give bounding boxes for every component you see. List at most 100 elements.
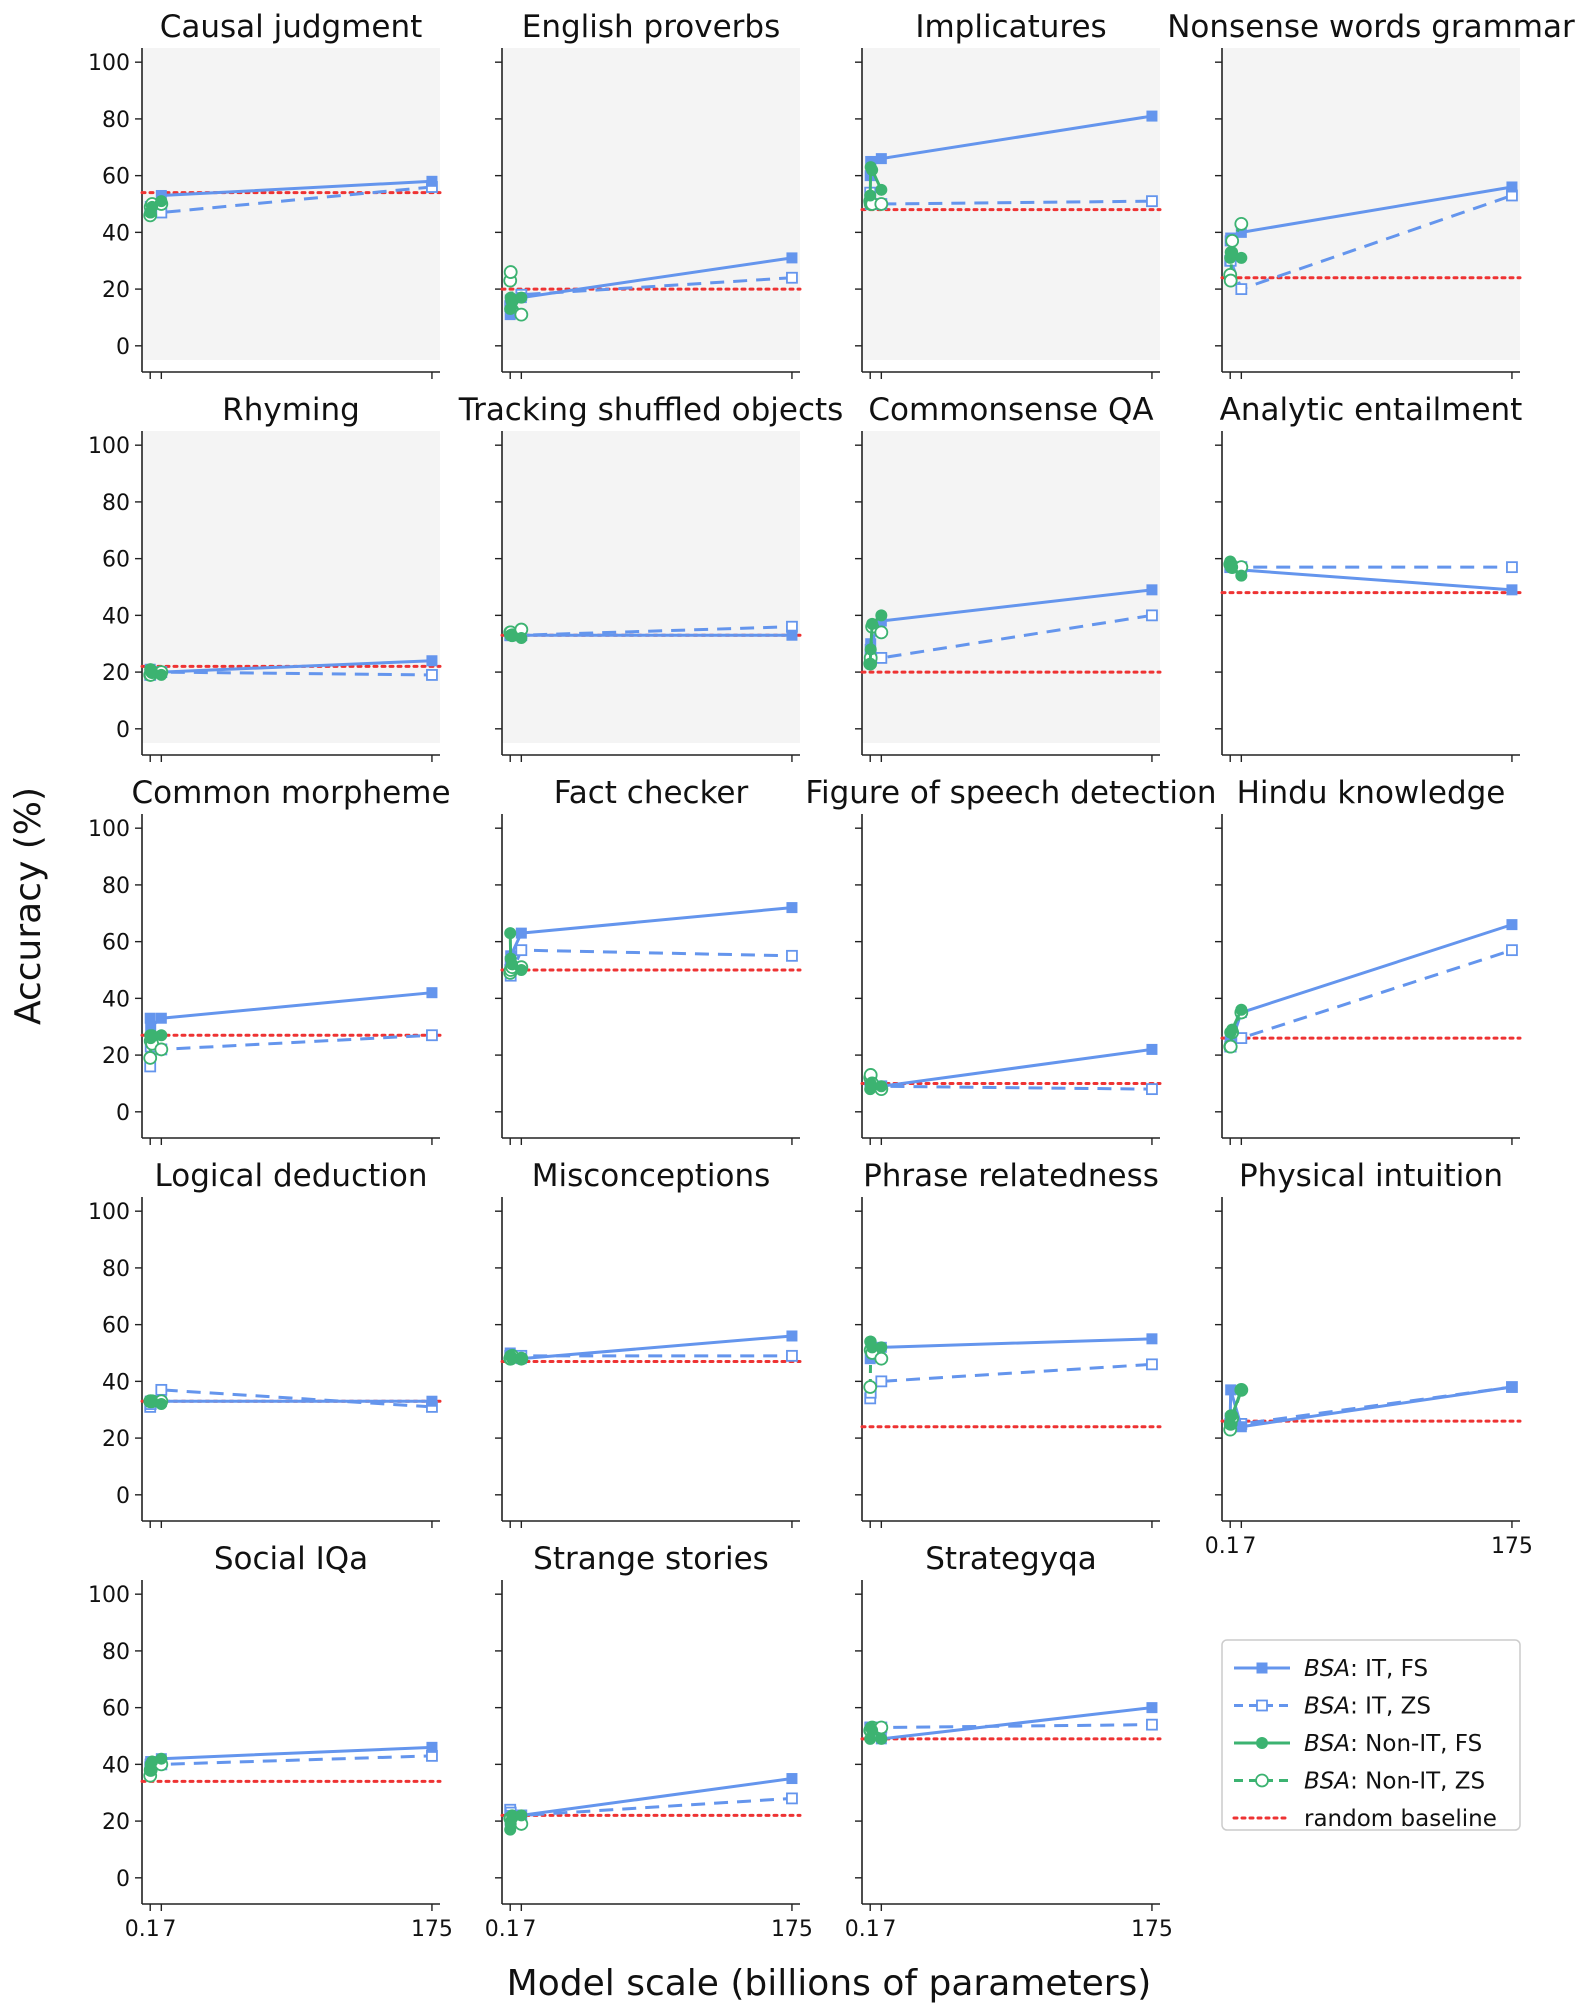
y-tick-label: 20: [102, 1044, 130, 1069]
panel-9: Common morpheme 0 20 40 60 80 100: [88, 775, 451, 1145]
legend-item: BSA: IT, FS: [1234, 1656, 1428, 1682]
it-fs-point: [1146, 584, 1158, 596]
it-zs-point: [1235, 1032, 1248, 1044]
nonit-fs-point: [864, 189, 877, 202]
y-tick-label: 80: [102, 491, 130, 516]
it-fs-line: [868, 1047, 1153, 1088]
it-zs-line: [148, 1033, 433, 1067]
nonit-fs-point: [875, 1080, 888, 1093]
nonit-fs-point: [1235, 1383, 1248, 1396]
it-zs-point: [1146, 1718, 1158, 1731]
legend-label: random baseline: [1304, 1806, 1497, 1832]
y-tick-label: 20: [102, 1810, 130, 1835]
nonit-fs-point: [1226, 1023, 1239, 1036]
it-zs-point: [875, 1375, 888, 1388]
panel-title: Implicatures: [915, 9, 1106, 45]
nonit-zs-point: [874, 625, 889, 640]
nonit-fs-point: [515, 632, 528, 645]
y-tick-label: 80: [102, 1257, 130, 1282]
panel-6: Tracking shuffled objects: [458, 392, 843, 762]
nonit-zs-point: [154, 1042, 169, 1057]
panel-18: Strange stories 0.1 7 175: [485, 1541, 813, 1942]
panel-background: [142, 431, 440, 743]
it-fs-point: [1506, 584, 1518, 596]
nonit-fs-point: [1226, 246, 1239, 259]
it-zs-point: [786, 1349, 798, 1362]
it-fs-point: [426, 655, 438, 667]
panel-background: [142, 48, 440, 360]
panel-title: Commonsense QA: [868, 392, 1153, 428]
it-fs-line: [1229, 565, 1513, 592]
nonit-fs-point: [1226, 1409, 1239, 1422]
legend-label-text: : IT, FS: [1350, 1656, 1428, 1682]
nonit-fs-point: [1226, 561, 1239, 574]
it-zs-point: [786, 1792, 798, 1805]
x-tick-label: 0.1: [485, 1917, 520, 1942]
nonit-fs-point: [1235, 569, 1248, 582]
legend-label: BSA: IT, ZS: [1304, 1694, 1431, 1720]
nonit-zs-point: [1234, 216, 1249, 231]
it-fs-point: [1506, 919, 1518, 931]
it-fs-point: [1146, 1333, 1158, 1345]
nonit-fs-point: [864, 643, 877, 656]
y-tick-label: 80: [102, 874, 130, 899]
nonit-fs-point: [146, 666, 159, 679]
it-zs-line: [148, 1388, 433, 1409]
legend-label-text: random baseline: [1304, 1806, 1497, 1832]
y-tick-label: 100: [88, 1200, 130, 1225]
nonit-fs-point: [875, 1341, 888, 1354]
nonit-fs-point: [146, 1029, 159, 1042]
nonit-zs-point: [514, 307, 529, 322]
panel-title: Analytic entailment: [1220, 392, 1523, 428]
panel-title: Nonsense words grammar: [1167, 9, 1575, 45]
it-zs-point: [786, 949, 798, 962]
nonit-zs-point: [1225, 233, 1240, 248]
it-zs-line: [868, 1362, 1153, 1399]
legend-label-text: : Non-IT, ZS: [1350, 1769, 1485, 1795]
it-fs-point: [426, 1741, 438, 1753]
y-tick-label: 0: [116, 718, 130, 743]
it-fs-line: [868, 1337, 1152, 1359]
y-tick-label: 80: [102, 1640, 130, 1665]
panel-15: Phrase relatedness: [855, 1158, 1162, 1528]
it-zs-point: [1146, 609, 1158, 622]
legend-item: random baseline: [1232, 1806, 1497, 1832]
panel-title: Strange stories: [533, 1541, 769, 1577]
nonit-zs-point: [863, 1380, 878, 1394]
x-tick-label: 175: [411, 1917, 453, 1942]
y-tick-label: 40: [102, 221, 130, 246]
nonit-fs-point: [155, 668, 168, 681]
it-fs-point: [1146, 110, 1158, 122]
it-fs-point: [786, 1773, 798, 1785]
it-zs-point: [1146, 195, 1158, 208]
nonit-fs-point: [155, 1029, 168, 1042]
it-fs-point: [1146, 1702, 1158, 1714]
legend-label-italic: BSA: [1304, 1694, 1350, 1720]
legend-marker: [1255, 1773, 1269, 1788]
nonit-zs-point: [143, 1051, 158, 1065]
panel-title: Physical intuition: [1239, 1158, 1503, 1194]
legend-label-italic: BSA: [1304, 1731, 1350, 1757]
legend-label: BSA: Non-IT, FS: [1304, 1731, 1482, 1757]
nonit-fs-point: [864, 657, 877, 670]
legend-label: BSA: Non-IT, ZS: [1304, 1769, 1485, 1795]
y-tick-label: 0: [116, 1484, 130, 1509]
panel-1: Causal judgment 0 20 40 60 80 100: [88, 9, 442, 379]
it-fs-point: [426, 175, 438, 187]
legend-item: BSA: Non-IT, ZS: [1234, 1769, 1485, 1795]
it-zs-point: [1235, 283, 1248, 295]
it-fs-point: [145, 1021, 157, 1033]
legend-marker: [1256, 1737, 1268, 1749]
x-tick-label: 175: [771, 1917, 813, 1942]
nonit-fs-point: [515, 291, 528, 304]
it-zs-point: [426, 1029, 438, 1042]
x-tick-label: 175: [1491, 1534, 1533, 1559]
nonit-fs-point: [866, 617, 879, 630]
panel-title: Strategyqa: [925, 1541, 1097, 1577]
nonit-fs-line: [868, 614, 883, 664]
nonit-fs-point: [506, 294, 519, 307]
y-tick-label: 40: [102, 1370, 130, 1395]
panel-12: Hindu knowledge: [1215, 775, 1522, 1145]
it-fs-point: [786, 629, 798, 641]
